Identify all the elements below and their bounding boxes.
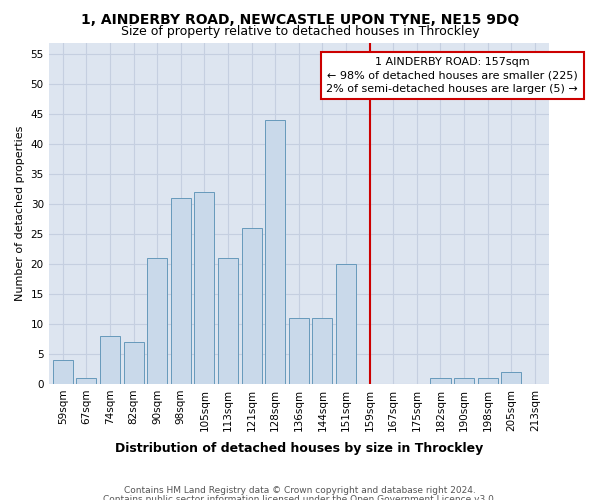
Text: 1 AINDERBY ROAD: 157sqm
← 98% of detached houses are smaller (225)
2% of semi-de: 1 AINDERBY ROAD: 157sqm ← 98% of detache… bbox=[326, 58, 578, 94]
Bar bbox=[53, 360, 73, 384]
Text: Contains public sector information licensed under the Open Government Licence v3: Contains public sector information licen… bbox=[103, 495, 497, 500]
Text: Size of property relative to detached houses in Throckley: Size of property relative to detached ho… bbox=[121, 25, 479, 38]
Bar bbox=[501, 372, 521, 384]
Bar bbox=[336, 264, 356, 384]
Bar bbox=[171, 198, 191, 384]
Bar bbox=[265, 120, 285, 384]
Bar bbox=[218, 258, 238, 384]
Bar bbox=[454, 378, 474, 384]
X-axis label: Distribution of detached houses by size in Throckley: Distribution of detached houses by size … bbox=[115, 442, 483, 455]
Text: Contains HM Land Registry data © Crown copyright and database right 2024.: Contains HM Land Registry data © Crown c… bbox=[124, 486, 476, 495]
Text: 1, AINDERBY ROAD, NEWCASTLE UPON TYNE, NE15 9DQ: 1, AINDERBY ROAD, NEWCASTLE UPON TYNE, N… bbox=[81, 12, 519, 26]
Bar bbox=[478, 378, 498, 384]
Bar bbox=[289, 318, 309, 384]
Bar bbox=[147, 258, 167, 384]
Bar bbox=[100, 336, 120, 384]
Bar bbox=[76, 378, 97, 384]
Bar bbox=[194, 192, 214, 384]
Bar bbox=[313, 318, 332, 384]
Bar bbox=[242, 228, 262, 384]
Bar bbox=[124, 342, 143, 384]
Bar bbox=[430, 378, 451, 384]
Y-axis label: Number of detached properties: Number of detached properties bbox=[15, 126, 25, 301]
